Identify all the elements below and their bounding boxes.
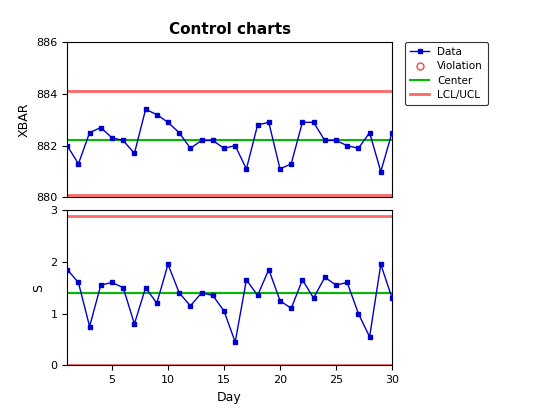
Y-axis label: XBAR: XBAR [17, 102, 31, 137]
Y-axis label: S: S [32, 284, 45, 291]
Legend: Data, Violation, Center, LCL/UCL: Data, Violation, Center, LCL/UCL [405, 42, 488, 105]
X-axis label: Day: Day [217, 391, 242, 404]
Title: Control charts: Control charts [169, 22, 291, 37]
